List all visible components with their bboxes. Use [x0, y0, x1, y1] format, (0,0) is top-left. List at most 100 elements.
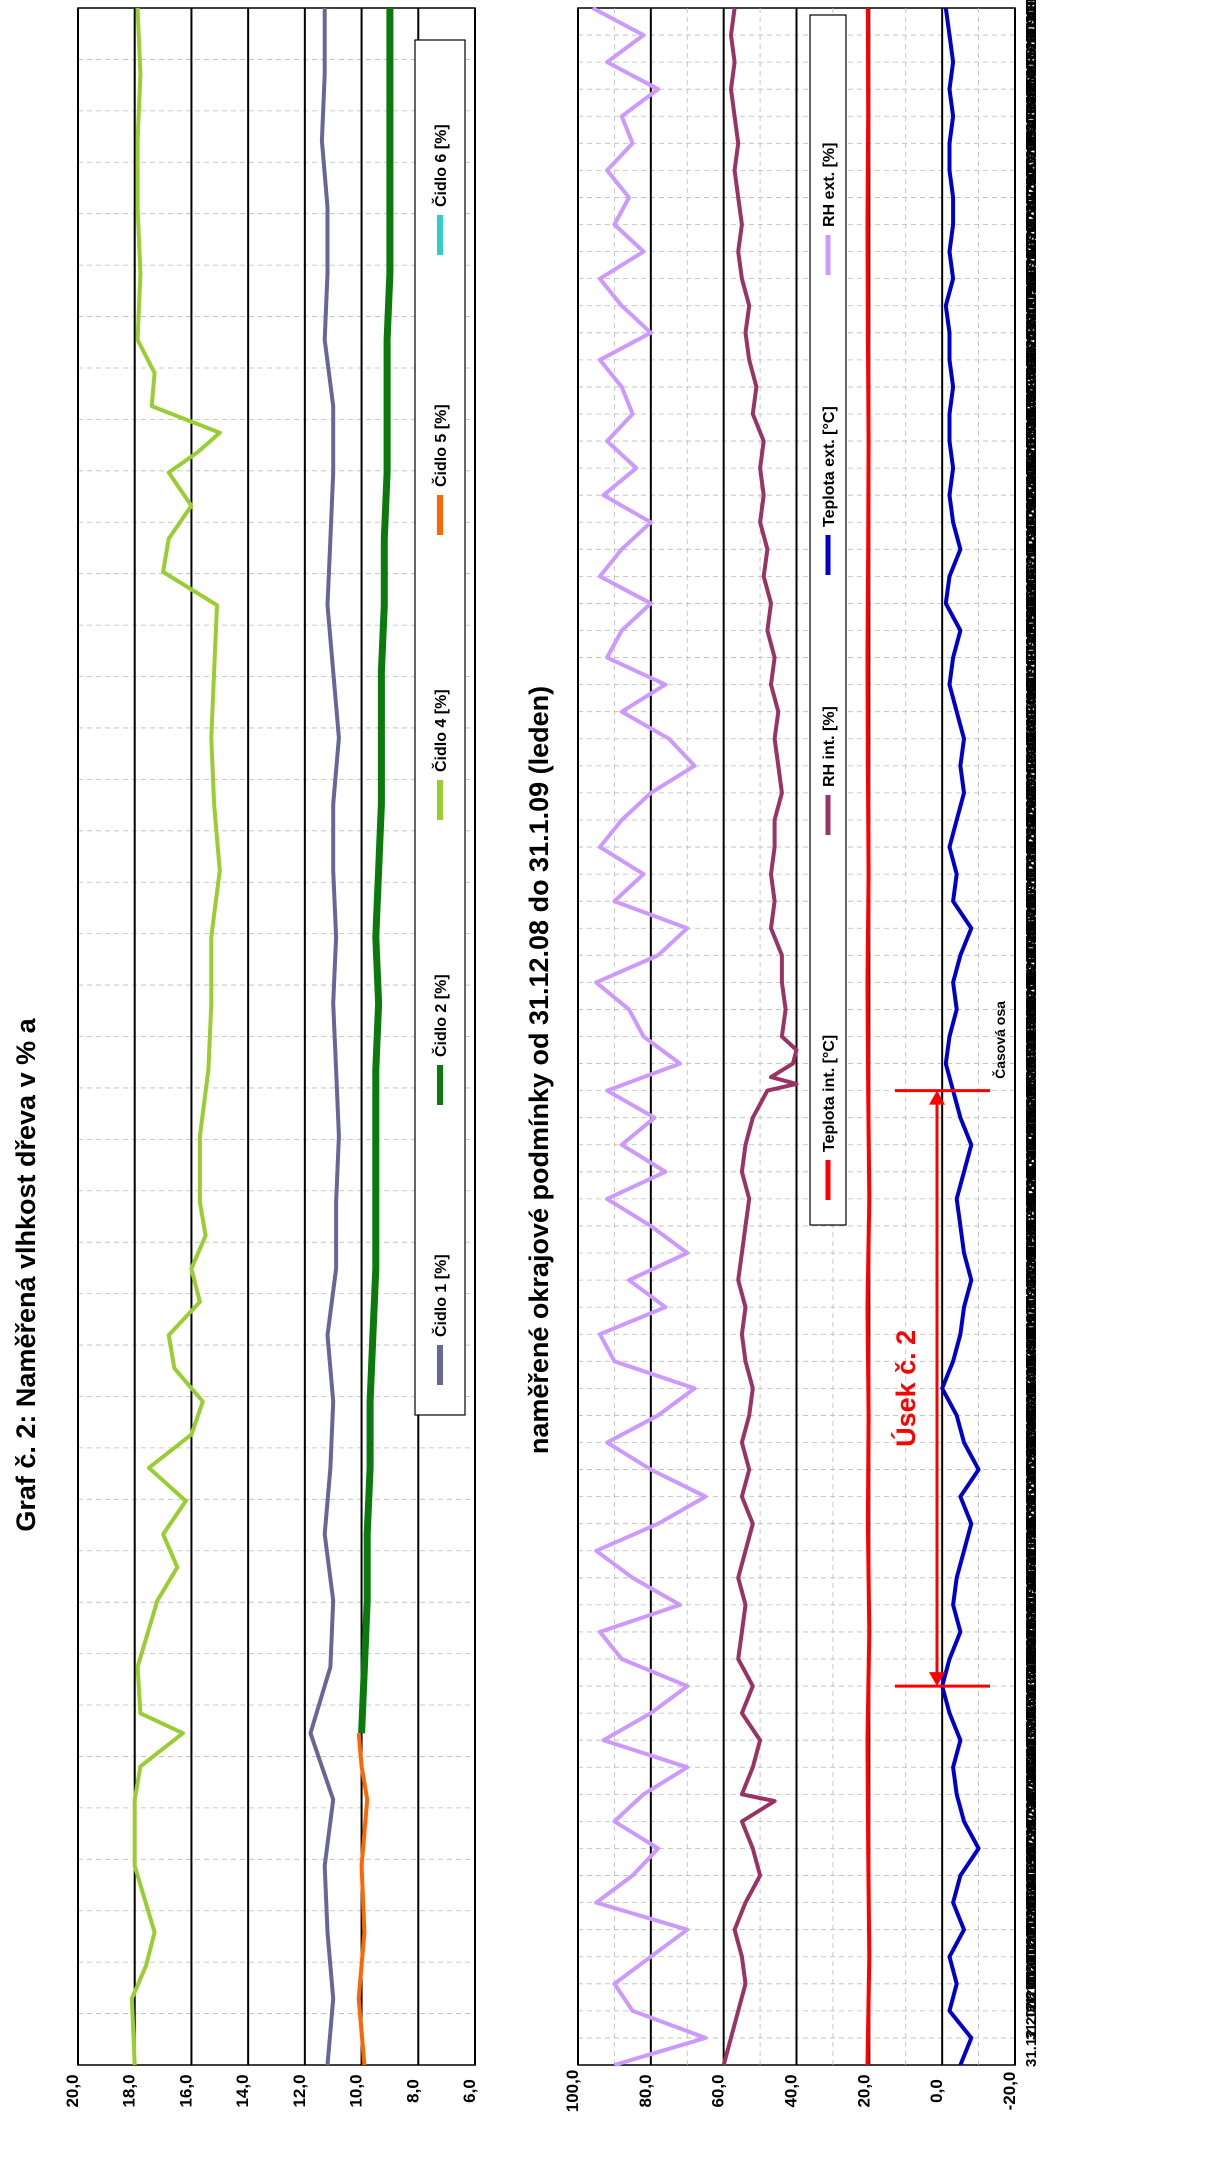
value-tick-label: 16,0 — [176, 2074, 195, 2107]
series-line-3 — [940, 7, 981, 2066]
time-tick-label: 23.01.2009 08:15:38 — [1023, 412, 1040, 551]
time-tick-label: 21.01.2009 16:14:36 — [1023, 520, 1040, 659]
series-line-4 — [591, 6, 708, 2067]
time-tick-label: 28.01.2009 09:18:45 — [1023, 87, 1040, 226]
time-tick-label: 20.01.2009 10:13:50 — [1023, 601, 1040, 740]
value-tick-label: 18,0 — [120, 2074, 139, 2107]
value-tick-label: 40,0 — [782, 2074, 801, 2107]
time-tick-label: 08.01.2009 08:06:22 — [1023, 1386, 1040, 1525]
time-tick-label: 09.01.2009 04:06:53 — [1023, 1332, 1040, 1471]
time-tick-label: 01.01.2009 16:02:15 — [1023, 1819, 1040, 1958]
time-tick-label: 25.01.2009 00:16:40 — [1023, 304, 1040, 443]
time-tick-label: 20.01.2009 20:14:06 — [1023, 574, 1040, 713]
time-tick-label: 16.01.2009 16:11:31 — [1023, 846, 1040, 984]
time-tick-label: 15.01.2009 20:11:01 — [1023, 900, 1040, 1038]
time-tick-label: 24.01.2009 14:16:24 — [1023, 330, 1040, 470]
time-tick-label: 28.01.2009 19:19:00 — [1023, 60, 1040, 199]
value-tick-label: 14,0 — [233, 2074, 252, 2107]
time-tick-label: 04.01.2009 14:04:03 — [1023, 1630, 1040, 1769]
legend-label: Čidlo 1 [%] — [431, 1254, 450, 1337]
time-tick-label: 17.01.2009 22:12:18 — [1023, 764, 1040, 903]
time-tick-label: 27.01.2009 02:17:57 — [1023, 168, 1040, 307]
legend: Teplota int. [°C] RH int. [%] Teplota ext.… — [809, 14, 847, 1226]
time-tick-label: 25.01.2009 10:16:55 — [1023, 277, 1040, 416]
time-tick-label: 06.01.2009 06:05:05 — [1023, 1522, 1040, 1661]
time-tick-label: 10.01.2009 20:07:55 — [1023, 1224, 1040, 1363]
time-tick-label: 17.01.2009 12:12:02 — [1023, 791, 1040, 930]
time-tick-label: 31.01.2009 07:20:33 — [1023, 0, 1040, 37]
time-tick-label: 03.01.2009 08:03:17 — [1023, 1711, 1040, 1850]
value-tick-label: 6,0 — [460, 2079, 479, 2103]
time-tick-label: 26.01.2009 16:17:42 — [1023, 195, 1040, 334]
time-tick-label: 22.01.2009 02:14:52 — [1023, 493, 1040, 632]
time-tick-label: 05.01.2009 00:04:18 — [1023, 1603, 1040, 1742]
time-tick-label: 21.01.2009 06:14:21 — [1023, 547, 1040, 686]
time-tick-label: 03.01.2009 18:03:32 — [1023, 1684, 1040, 1823]
time-tick-label: 26.01.2009 06:17:27 — [1023, 223, 1040, 362]
time-tick-label: 13.01.2009 18:09:43 — [1023, 1035, 1040, 1174]
value-tick-label: 8,0 — [403, 2079, 422, 2103]
time-tick-label: 16.01.2009 06:11:16 — [1023, 873, 1040, 1011]
time-tick-label: 27.01.2009 23:18:30 — [1023, 114, 1040, 253]
time-tick-label: 02.01.2009 22:03:01 — [1023, 1738, 1040, 1877]
series-line-2 — [358, 8, 394, 1734]
x-axis-label: Časová osa — [991, 1001, 1008, 1079]
legend-box — [414, 39, 466, 1416]
time-tick-label: 13.01.2009 08:09:27 — [1023, 1062, 1040, 1201]
legend-label: Čidlo 6 [%] — [431, 124, 450, 207]
value-tick-label: -20,0 — [1000, 2072, 1019, 2111]
series-line-3 — [129, 7, 222, 2066]
time-tick-label: 27.01.2009 12:18:13 — [1023, 141, 1040, 280]
legend-label: Čidlo 2 [%] — [431, 974, 450, 1057]
value-tick-label: 100,0 — [563, 2070, 582, 2113]
legend-label: Teplota int. [°C] — [821, 1035, 838, 1152]
time-tick-label: 17.01.2009 02:11:47 — [1023, 819, 1040, 957]
value-tick-label: 0,0 — [927, 2079, 946, 2103]
time-tick-label: 05.01.2009 20:04:49 — [1023, 1549, 1040, 1688]
time-tick-label: 29.01.2009 15:19:31 — [1023, 6, 1040, 145]
annotation-arrow — [929, 1090, 945, 1105]
time-tick-label: 07.01.2009 22:06:06 — [1023, 1413, 1040, 1552]
value-tick-label: 12,0 — [290, 2074, 309, 2107]
time-tick-label: 02.01.2009 12:02:46 — [1023, 1765, 1040, 1904]
value-tick-label: 10,0 — [347, 2074, 366, 2107]
annotation-usek-2: Úsek č. 2 — [890, 1089, 990, 1688]
time-tick-label: 10.01.2009 00:07:24 — [1023, 1277, 1040, 1417]
time-tick-label: 30.01.2009 21:20:18 — [1023, 0, 1040, 64]
legend-label: RH ext. [%] — [821, 143, 838, 227]
annotation-label: Úsek č. 2 — [890, 1330, 921, 1447]
time-tick-label: 05.01.2009 10:04:34 — [1023, 1575, 1040, 1715]
series-line-1 — [865, 7, 872, 2066]
value-tick-label: 80,0 — [636, 2074, 655, 2107]
time-tick-label: 20.01.2009 00:13:35 — [1023, 629, 1040, 768]
time-tick-label: 30.01.2009 01:19:47 — [1023, 0, 1040, 118]
time-tick-label: 07.01.2009 12:05:51 — [1023, 1441, 1040, 1580]
time-tick-label: 15.01.2009 10:10:45 — [1023, 926, 1040, 1065]
time-tick-label: 12.01.2009 22:09:12 — [1023, 1089, 1040, 1228]
time-tick-label: 31.12.2008 20:01:44 — [1023, 1873, 1040, 2013]
time-tick-label: 31.01.2009 17:20:48 — [1023, 0, 1040, 10]
legend: Čidlo 1 [%] Čidlo 2 [%] Čidlo 4 [%] Čidlo 5… — [414, 39, 466, 1416]
annotation-arrow — [929, 1672, 945, 1687]
value-tick-label: 60,0 — [709, 2074, 728, 2107]
time-tick-label: 19.01.2009 04:13:04 — [1023, 682, 1040, 822]
value-tick-label: 20,0 — [854, 2074, 873, 2107]
time-tick-label: 24.01.2009 04:16:09 — [1023, 358, 1040, 497]
time-tick-label: 02.01.2009 02:02:30 — [1023, 1792, 1040, 1931]
chart-title: Graf č. 2: Naměřená vlhkost dřeva v % a — [11, 1017, 41, 1531]
legend-label: Čidlo 4 [%] — [431, 689, 450, 772]
legend-label: Čidlo 5 [%] — [431, 404, 450, 487]
series-line-1 — [308, 8, 341, 2066]
time-tick-label: 22.01.2009 22:15:23 — [1023, 439, 1040, 578]
time-tick-label: 04.01.2009 04:03:47 — [1023, 1657, 1040, 1796]
time-tick-label: 19.01.2009 14:13:19 — [1023, 656, 1040, 795]
time-tick-label: 11.01.2009 16:08:26 — [1023, 1171, 1040, 1309]
series-line-4 — [356, 1733, 370, 2066]
time-tick-label: 30.01.2009 11:20:02 — [1023, 0, 1040, 91]
time-tick-label: 01.01.2009 06:01:59 — [1023, 1847, 1040, 1986]
series-line-2 — [721, 7, 799, 2066]
time-tick-label: 08.01.2009 18:06:37 — [1023, 1359, 1040, 1498]
time-tick-label: 18.01.2009 08:12:33 — [1023, 737, 1040, 876]
legend-label: Teplota ext. [°C] — [821, 406, 838, 527]
time-tick-label: 12.01.2009 12:08:57 — [1023, 1116, 1040, 1255]
